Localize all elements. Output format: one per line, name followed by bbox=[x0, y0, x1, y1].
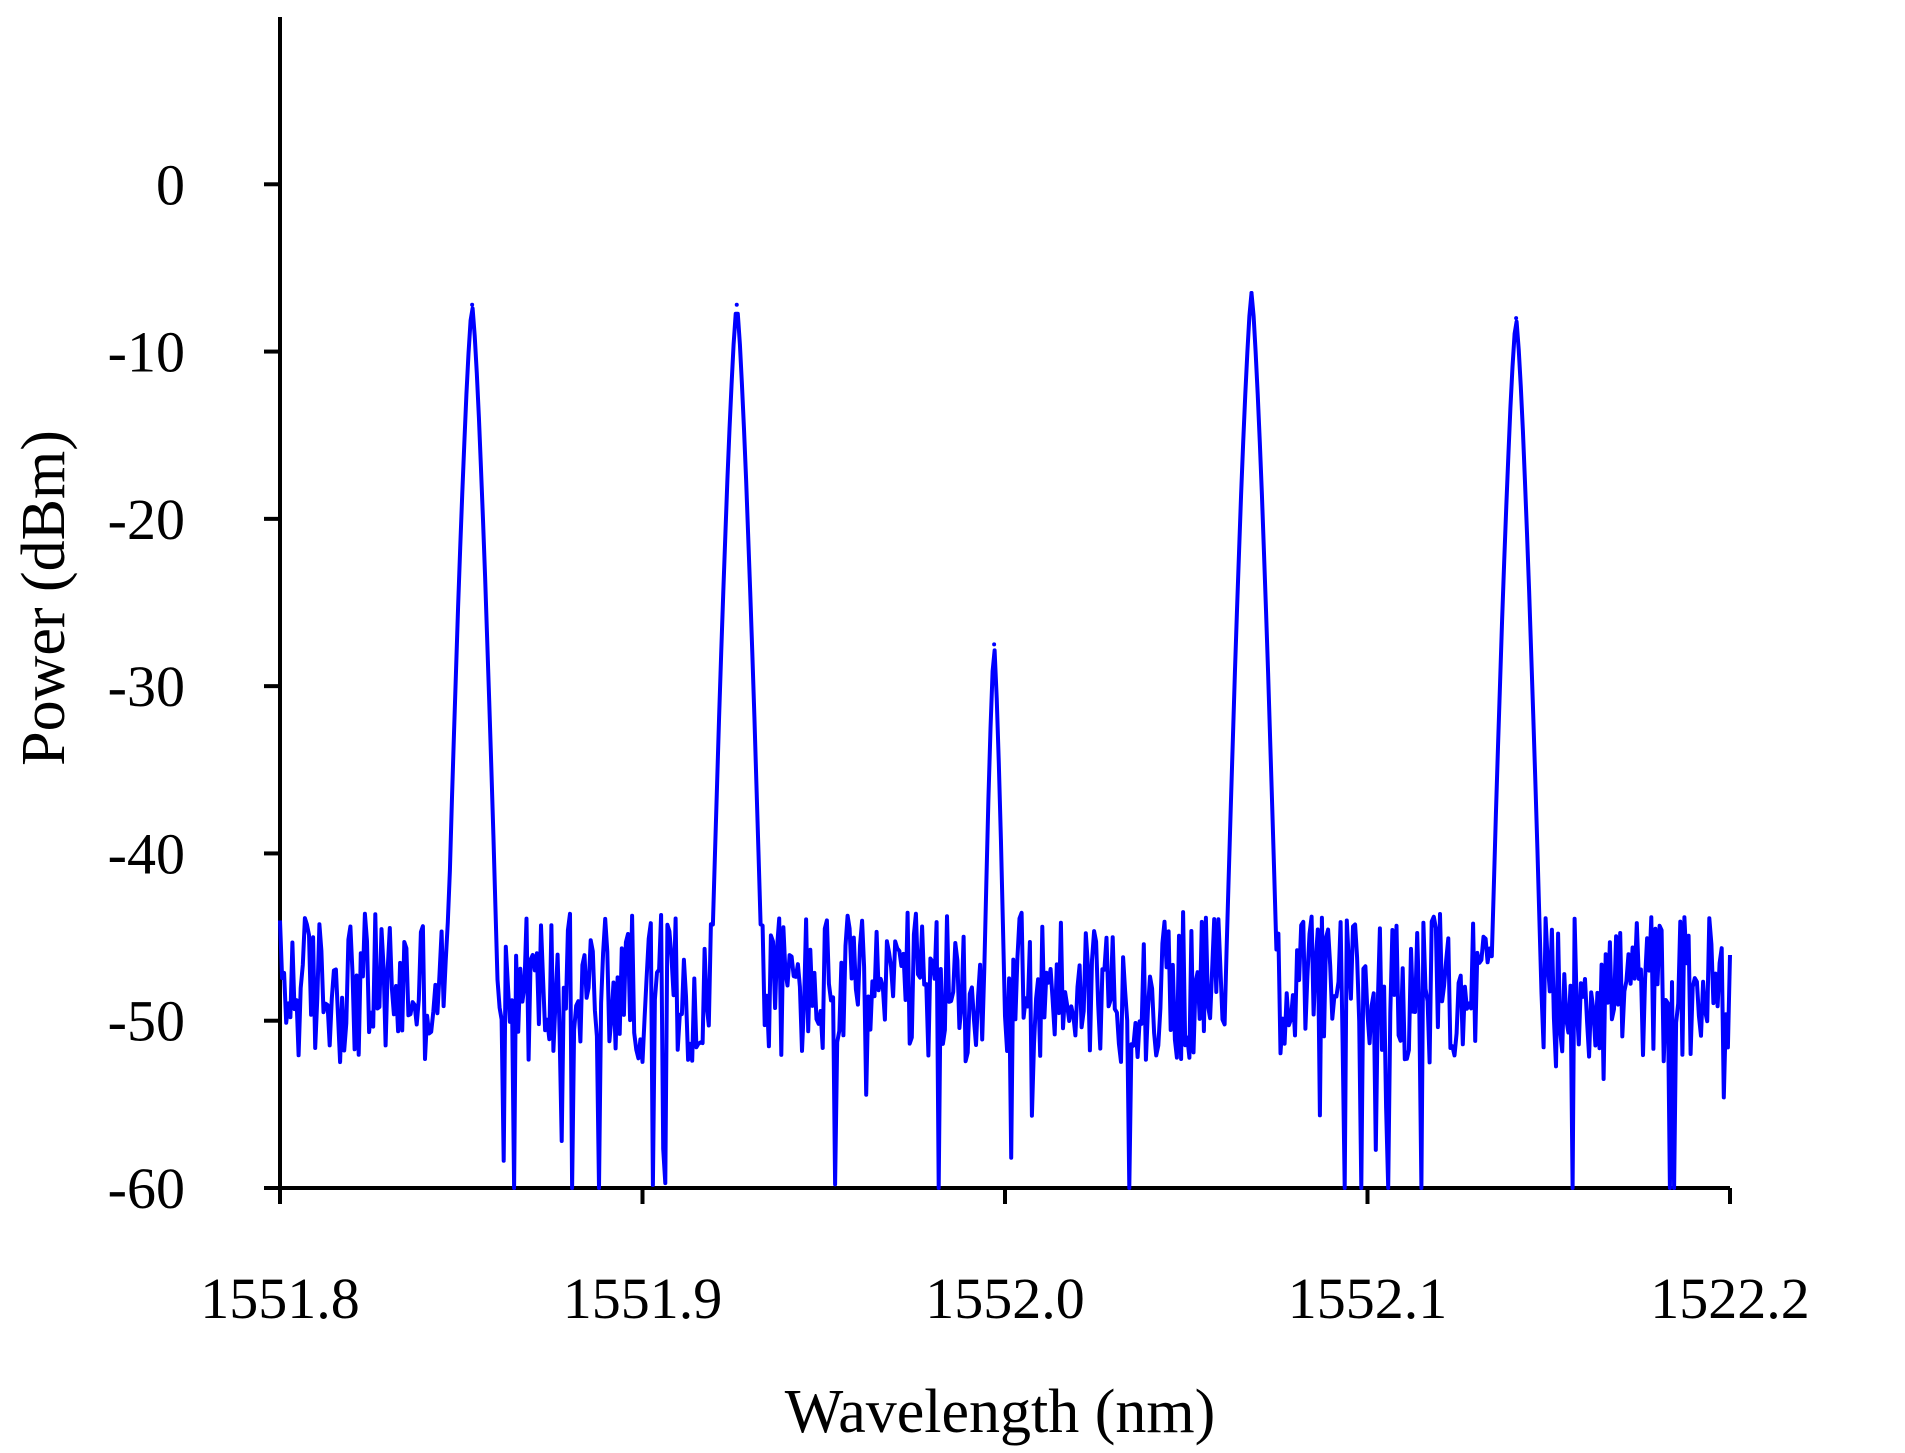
y-tick-label: -20 bbox=[108, 487, 185, 552]
y-ticks: 0 -10 -20 -30 -40 -50 -60 bbox=[108, 152, 280, 1221]
peak-point bbox=[1514, 316, 1519, 321]
x-tick-label: 1522.2 bbox=[1650, 1266, 1810, 1331]
y-tick-label: -40 bbox=[108, 821, 185, 886]
peak-point bbox=[1249, 291, 1254, 296]
x-ticks: 1551.8 1551.9 1552.0 1552.1 1522.2 bbox=[200, 1188, 1810, 1331]
y-tick-label: -10 bbox=[108, 320, 185, 385]
peak-markers bbox=[470, 291, 1519, 647]
y-tick-label: 0 bbox=[156, 152, 185, 217]
y-tick-label: -60 bbox=[108, 1156, 185, 1221]
peak-point bbox=[734, 302, 739, 307]
spectrum-series-line bbox=[278, 291, 1732, 1190]
x-tick-label: 1551.8 bbox=[200, 1266, 360, 1331]
peak-point bbox=[470, 302, 475, 307]
y-axis-title: Power (dBm) bbox=[10, 430, 78, 766]
x-axis-title: Wavelength (nm) bbox=[785, 1378, 1216, 1446]
y-tick-label: -30 bbox=[108, 654, 185, 719]
y-tick-label: -50 bbox=[108, 989, 185, 1054]
x-tick-label: 1552.1 bbox=[1288, 1266, 1448, 1331]
x-tick-label: 1552.0 bbox=[925, 1266, 1085, 1331]
x-tick-label: 1551.9 bbox=[563, 1266, 723, 1331]
peak-point bbox=[992, 642, 997, 647]
